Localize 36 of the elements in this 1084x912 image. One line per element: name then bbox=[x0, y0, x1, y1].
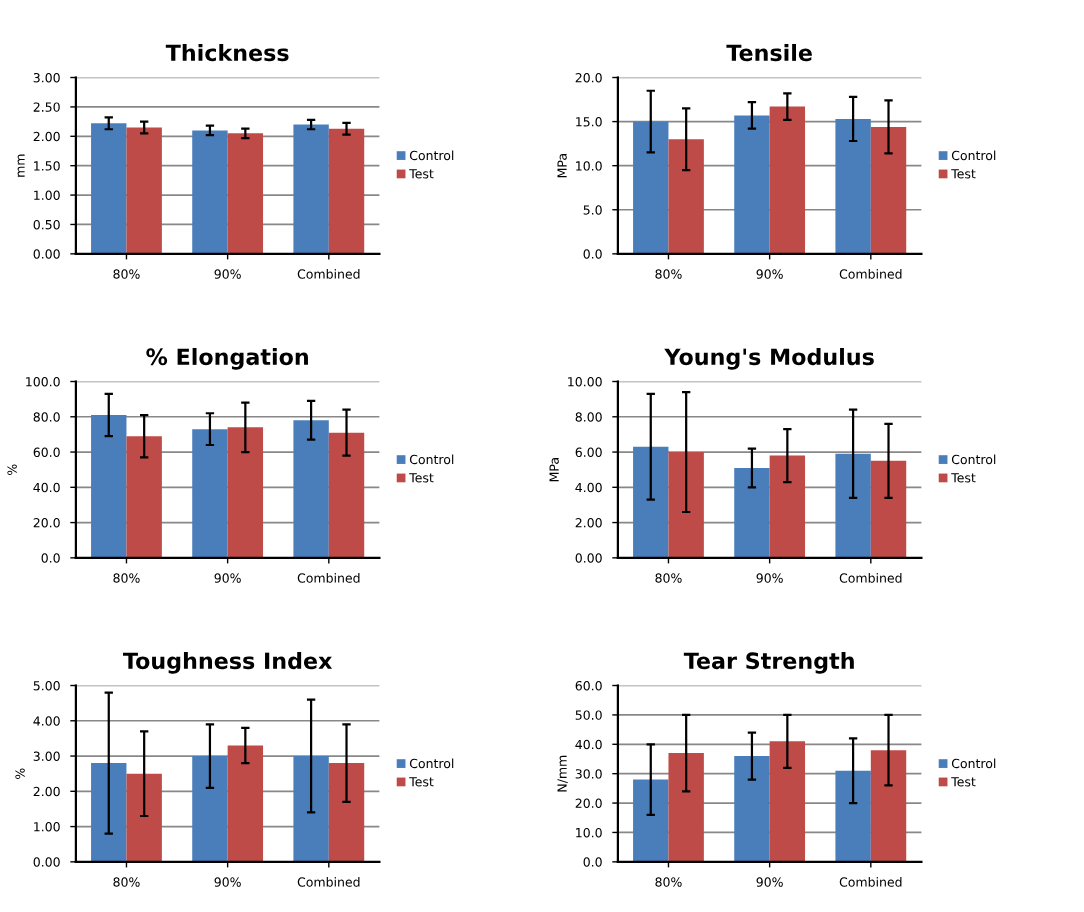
bar bbox=[633, 779, 669, 862]
bar bbox=[769, 106, 806, 254]
bar bbox=[668, 753, 704, 862]
bar bbox=[835, 770, 871, 862]
bar bbox=[192, 756, 228, 862]
chart-title: Tear Strength bbox=[683, 651, 854, 674]
bar bbox=[126, 436, 162, 558]
bar bbox=[769, 741, 806, 862]
chart-title: % Elongation bbox=[146, 347, 308, 370]
chart-title: Young's Modulus bbox=[664, 347, 874, 370]
bar bbox=[227, 745, 264, 862]
bar bbox=[91, 763, 127, 862]
bar bbox=[293, 420, 329, 558]
bar bbox=[192, 429, 228, 558]
bar bbox=[126, 773, 162, 862]
bar bbox=[633, 446, 669, 558]
bar bbox=[668, 139, 704, 254]
bar bbox=[328, 432, 365, 558]
bar bbox=[835, 453, 871, 558]
bar bbox=[870, 126, 907, 254]
bar bbox=[870, 750, 907, 862]
bar bbox=[734, 467, 770, 558]
bar bbox=[633, 121, 669, 254]
bar bbox=[293, 756, 329, 862]
bar bbox=[668, 452, 704, 558]
chart-title: Toughness Index bbox=[122, 651, 333, 674]
bar bbox=[734, 756, 770, 862]
chart-title: Thickness bbox=[165, 43, 289, 62]
bar bbox=[328, 763, 365, 862]
chart-title: Tensile bbox=[726, 43, 812, 62]
bar bbox=[734, 115, 770, 254]
bar bbox=[227, 427, 264, 558]
bar bbox=[769, 455, 806, 558]
bar bbox=[91, 415, 127, 558]
bar bbox=[870, 460, 907, 558]
bar bbox=[835, 118, 871, 254]
